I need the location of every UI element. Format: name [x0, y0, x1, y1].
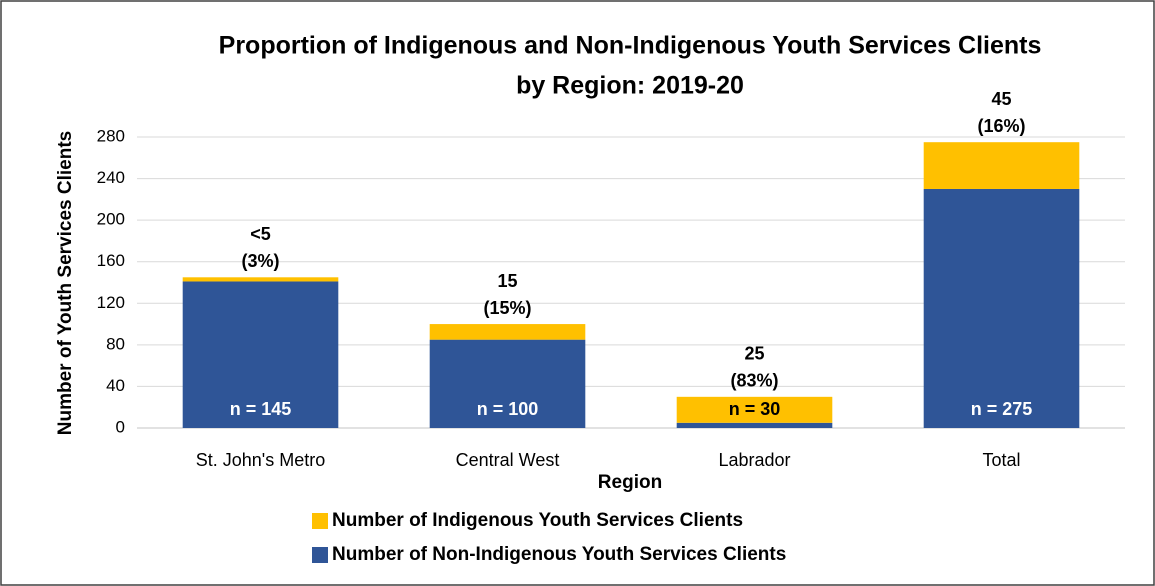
chart-title: by Region: 2019-20	[516, 72, 744, 100]
legend-swatch	[312, 513, 328, 529]
x-axis-label: Region	[598, 472, 662, 493]
total-label: n = 30	[729, 399, 781, 419]
legend-swatch	[312, 547, 328, 563]
share-label: (83%)	[730, 371, 778, 391]
total-label: n = 275	[971, 399, 1033, 419]
bar-segment	[182, 281, 339, 428]
y-axis-label: Number of Youth Services Clients	[55, 131, 76, 435]
y-tick-label: 80	[106, 334, 125, 353]
y-tick-label: 160	[97, 251, 125, 270]
bar-segment	[676, 396, 833, 423]
total-label: n = 145	[230, 399, 292, 419]
legend-label: Number of Non-Indigenous Youth Services …	[332, 544, 786, 565]
y-tick-label: 280	[97, 126, 125, 145]
y-tick-label: 40	[106, 376, 125, 395]
share-label: (15%)	[483, 298, 531, 318]
x-tick-label: Labrador	[718, 450, 790, 470]
bar-segment	[182, 277, 339, 282]
x-tick-label: Total	[982, 450, 1020, 470]
y-tick-label: 120	[97, 293, 125, 312]
bar-segment	[923, 188, 1080, 428]
y-tick-label: 200	[97, 210, 125, 229]
bar-segment	[429, 324, 586, 340]
share-label: (16%)	[977, 116, 1025, 136]
total-label: n = 100	[477, 399, 539, 419]
data-label: 15	[497, 271, 517, 291]
bar-segment	[429, 339, 586, 428]
data-label: 25	[744, 344, 764, 364]
share-label: (3%)	[241, 251, 279, 271]
legend-label: Number of Indigenous Youth Services Clie…	[332, 510, 743, 531]
data-label: 45	[991, 89, 1011, 109]
chart-title: Proportion of Indigenous and Non-Indigen…	[219, 32, 1042, 60]
y-tick-label: 0	[116, 417, 125, 436]
y-tick-label: 240	[97, 168, 125, 187]
x-tick-label: Central West	[456, 450, 560, 470]
bar-segment	[923, 142, 1080, 189]
data-label: <5	[250, 224, 271, 244]
bar-segment	[676, 422, 833, 428]
x-tick-label: St. John's Metro	[196, 450, 326, 470]
